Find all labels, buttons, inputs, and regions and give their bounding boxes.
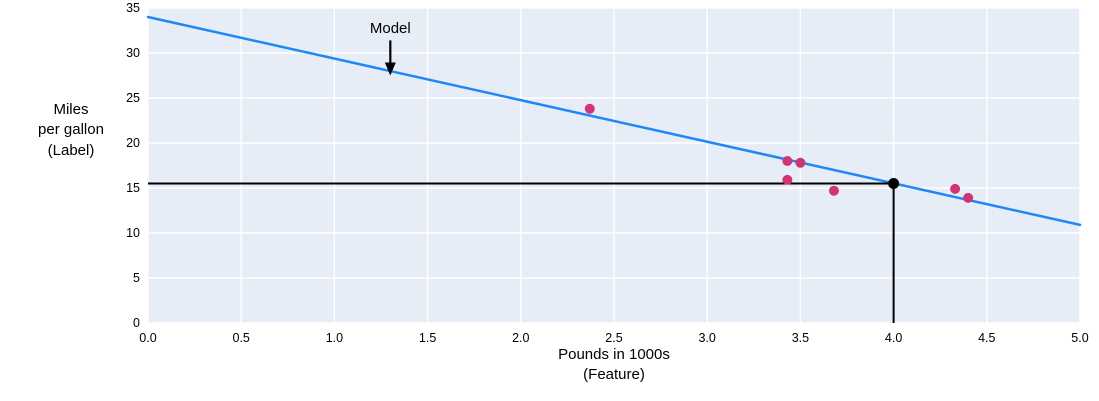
y-tick-label: 20 [126, 136, 140, 150]
x-tick-label: 0.5 [233, 331, 250, 345]
x-tick-label: 0.0 [139, 331, 156, 345]
model-arrow-head [384, 62, 396, 76]
x-tick-label: 1.5 [419, 331, 436, 345]
y-tick-label: 5 [133, 271, 140, 285]
y-tick-label: 15 [126, 181, 140, 195]
data-point [963, 192, 974, 203]
data-point [950, 183, 961, 194]
data-point [782, 156, 793, 166]
x-axis-title: Pounds in 1000s (Feature) [558, 346, 670, 384]
x-tick-label: 5.0 [1071, 331, 1088, 345]
x-tick-label: 4.0 [885, 331, 902, 345]
y-tick-label: 25 [126, 91, 140, 105]
y-tick-label: 10 [126, 226, 140, 240]
y-tick-label: 35 [126, 1, 140, 15]
x-tick-label: 4.5 [978, 331, 995, 345]
x-tick-label: 1.0 [326, 331, 343, 345]
y-tick-label: 30 [126, 46, 140, 60]
y-tick-label: 0 [133, 316, 140, 330]
model-line [146, 15, 1082, 227]
data-point [828, 185, 839, 196]
x-tick-label: 3.0 [699, 331, 716, 345]
x-tick-label: 2.0 [512, 331, 529, 345]
y-axis-title: Miles per gallon (Label) [38, 101, 104, 159]
data-point [782, 174, 793, 185]
model-annotation-label: Model [370, 20, 411, 37]
x-tick-label: 2.5 [605, 331, 622, 345]
prediction-point [888, 178, 900, 189]
x-tick-label: 3.5 [792, 331, 809, 345]
data-point [795, 157, 806, 168]
data-point [584, 103, 595, 114]
